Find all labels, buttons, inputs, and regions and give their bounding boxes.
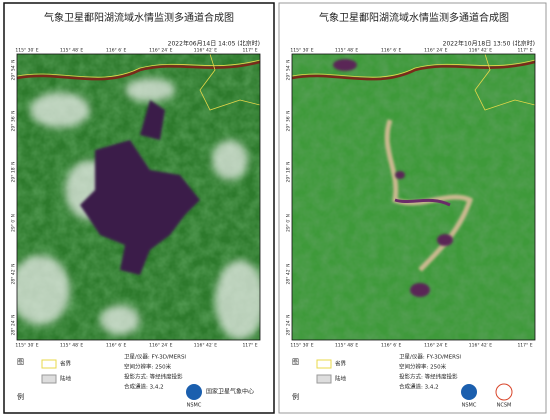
lat-label: 29° 18′ N: [11, 162, 17, 183]
lon-label: 116° 6′ E: [381, 343, 402, 349]
legend-swatch: [316, 374, 332, 384]
info-line: 卫星/仪器: FY-3D/MERSI: [399, 354, 461, 361]
lat-label: 29° 0′ N: [11, 214, 17, 232]
lon-label: 117° E: [517, 48, 532, 54]
panel-title: 气象卫星鄱阳湖流域水情监测多通道合成图: [319, 11, 509, 24]
lon-label: 116° 42′ E: [469, 343, 492, 349]
lat-label: 28° 24′ N: [11, 315, 17, 336]
info-line: 合成通道: 3,4,2: [399, 383, 439, 391]
legend-heading: 例: [17, 392, 24, 401]
satellite-image: [17, 54, 260, 340]
org-name: 国家卫星气象中心: [206, 388, 254, 396]
logo: [186, 384, 202, 400]
lon-label: 116° 6′ E: [106, 343, 127, 349]
panel-title: 气象卫星鄱阳湖流域水情监测多通道合成图: [44, 11, 234, 24]
lon-label: 115° 30′ E: [15, 48, 38, 54]
map-frame: [291, 53, 536, 341]
lon-label: 117° E: [517, 343, 532, 349]
lon-label: 116° 42′ E: [469, 48, 492, 54]
panel-frame: [3, 2, 275, 414]
legend-item: 陆地: [60, 375, 72, 383]
lon-label: 116° 42′ E: [194, 48, 217, 54]
lon-label: 116° 24′ E: [149, 343, 172, 349]
lon-label: 115° 48′ E: [335, 48, 358, 54]
lon-label: 115° 48′ E: [335, 343, 358, 349]
legend-item: 陆地: [335, 375, 347, 383]
lat-label: 29° 54′ N: [286, 60, 292, 81]
panel-frame: [278, 2, 547, 414]
info-line: 合成通道: 3,4,2: [124, 383, 164, 391]
logo-text: NCSM: [497, 403, 512, 409]
lon-label: 117° E: [242, 48, 257, 54]
lon-label: 116° 24′ E: [424, 343, 447, 349]
legend-item: 省界: [335, 360, 347, 368]
lon-label: 116° 24′ E: [149, 48, 172, 54]
lon-label: 115° 30′ E: [15, 343, 38, 349]
lat-label: 29° 36′ N: [286, 111, 292, 132]
lon-label: 115° 48′ E: [60, 343, 83, 349]
legend-item: 省界: [60, 360, 72, 368]
info-line: 空间分辨率: 250米: [399, 363, 447, 371]
lat-label: 29° 36′ N: [11, 111, 17, 132]
legend-heading: 例: [292, 392, 299, 401]
logo-text: NSMC: [187, 403, 202, 409]
lon-label: 116° 42′ E: [194, 343, 217, 349]
lat-label: 28° 42′ N: [286, 264, 292, 285]
legend-heading: 图: [292, 358, 299, 366]
info-line: 卫星/仪器: FY-3D/MERSI: [124, 354, 186, 361]
logo: [461, 384, 477, 400]
lon-label: 116° 24′ E: [424, 48, 447, 54]
timestamp: 2022年06月14日 14:05 (北京时): [168, 40, 260, 48]
legend-swatch: [316, 359, 332, 369]
map-frame: [16, 53, 261, 341]
lon-label: 115° 30′ E: [290, 48, 313, 54]
info-line: 空间分辨率: 250米: [124, 363, 172, 371]
legend-swatch: [41, 359, 57, 369]
lat-label: 29° 0′ N: [286, 214, 292, 232]
lon-label: 115° 30′ E: [290, 343, 313, 349]
logo-text: NSMC: [462, 403, 477, 409]
lat-label: 29° 54′ N: [11, 60, 17, 81]
lat-label: 28° 42′ N: [11, 264, 17, 285]
info-line: 投影方式: 等经纬度投影: [124, 373, 183, 381]
satellite-image: [292, 54, 535, 340]
legend-swatch: [41, 374, 57, 384]
info-line: 投影方式: 等经纬度投影: [399, 373, 458, 381]
lon-label: 116° 6′ E: [106, 48, 127, 54]
lon-label: 116° 6′ E: [381, 48, 402, 54]
lat-label: 29° 18′ N: [286, 162, 292, 183]
legend-heading: 图: [17, 358, 24, 366]
logo: [495, 383, 513, 401]
timestamp: 2022年10月18日 13:50 (北京时): [443, 40, 535, 48]
lon-label: 115° 48′ E: [60, 48, 83, 54]
lat-label: 28° 24′ N: [286, 315, 292, 336]
lon-label: 117° E: [242, 343, 257, 349]
